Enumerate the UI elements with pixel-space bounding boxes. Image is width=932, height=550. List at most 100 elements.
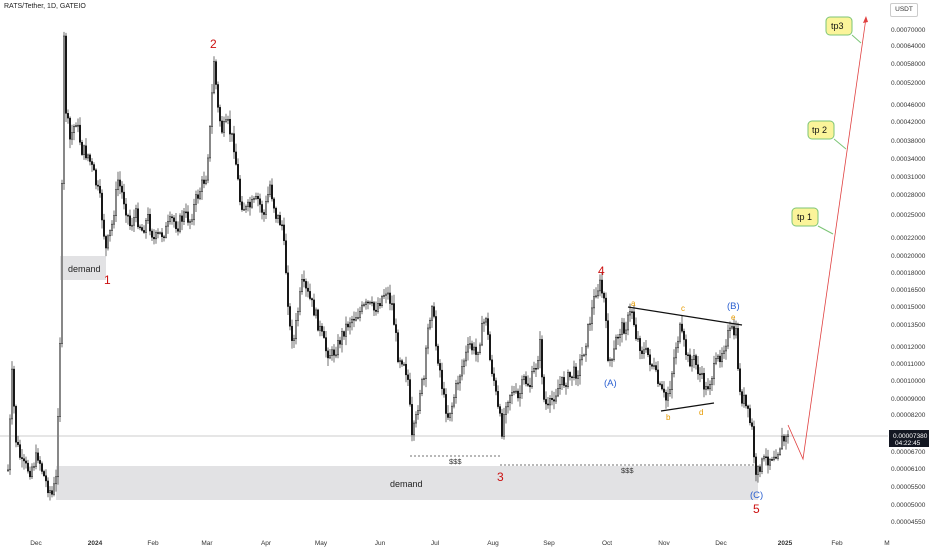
candle-body: [687, 354, 689, 357]
candle-body: [447, 413, 449, 418]
candle-body: [457, 382, 459, 385]
candle-body: [219, 107, 221, 122]
candle-body: [93, 164, 95, 171]
candle-body: [251, 199, 253, 208]
candle-body: [311, 298, 313, 301]
candle-body: [425, 347, 427, 379]
price-axis[interactable]: 0.00070000 0.00064000 0.00058000 0.00052000…: [891, 27, 926, 526]
candle-body: [221, 120, 223, 133]
candle-body: [329, 355, 331, 359]
candle-body: [373, 302, 375, 311]
target-tp2[interactable]: tp 2: [807, 120, 847, 150]
candle-body: [729, 327, 731, 331]
candle-body: [703, 372, 705, 390]
candle-body: [737, 328, 739, 369]
candle-body: [589, 323, 591, 326]
demand-label-upper: demand: [68, 264, 101, 274]
candle-body: [667, 393, 669, 401]
candle-body: [655, 365, 657, 371]
candle-body: [359, 310, 361, 318]
candle-body: [71, 132, 73, 140]
target-tp1[interactable]: tp 1: [791, 207, 834, 235]
candle-body: [561, 377, 563, 385]
candle-body: [599, 279, 601, 292]
candle-body: [551, 398, 553, 400]
candle-body: [25, 460, 27, 464]
currency-button[interactable]: USDT: [890, 3, 918, 17]
candle-body: [505, 406, 507, 415]
candle-body: [421, 379, 423, 394]
candle-body: [347, 323, 349, 328]
wave-label-c: c: [681, 304, 685, 313]
candle-body: [281, 224, 283, 227]
candle-body: [593, 296, 595, 309]
candle-body: [161, 232, 163, 237]
candle-body: [511, 392, 513, 397]
current-price-value: 0.00007380: [893, 433, 928, 440]
candle-body: [211, 92, 213, 127]
candle-body: [59, 343, 61, 417]
price-tick-label: 0.00011000: [891, 361, 925, 368]
candle-body: [109, 230, 111, 237]
candle-body: [361, 304, 363, 312]
candle-body: [719, 355, 721, 363]
candle-body: [153, 237, 155, 240]
candle-body: [75, 125, 77, 127]
price-tick-label: 0.00012000: [891, 344, 926, 351]
candle-body: [131, 224, 133, 227]
current-price-countdown: 04:22:45: [895, 440, 921, 447]
candle-body: [749, 408, 751, 424]
candle-body: [469, 343, 471, 345]
candle-body: [445, 394, 447, 414]
candle-body: [393, 303, 395, 325]
wave-label-C: (C): [750, 490, 763, 501]
candle-body: [275, 207, 277, 219]
candle-body: [187, 211, 189, 223]
candle-body: [559, 384, 561, 389]
candle-body: [141, 227, 143, 231]
candle-body: [455, 383, 457, 398]
liquidity-label-1: $$$: [449, 457, 462, 466]
candle-body: [617, 336, 619, 339]
wave-label-b: b: [666, 413, 671, 422]
candle-body: [119, 179, 121, 187]
candle-body: [697, 364, 699, 375]
candle-body: [195, 194, 197, 205]
candle-body: [61, 183, 63, 344]
candle-body: [513, 390, 515, 393]
candle-body: [229, 118, 231, 135]
candle-body: [613, 348, 615, 360]
candle-body: [389, 292, 391, 304]
candle-body: [651, 364, 653, 367]
candle-body: [657, 369, 659, 384]
candle-body: [569, 372, 571, 378]
candle-body: [383, 295, 385, 297]
candle-body: [705, 386, 707, 390]
candle-body: [125, 203, 127, 216]
candle-body: [731, 326, 733, 329]
price-tick-label: 0.00038000: [891, 138, 926, 145]
candle-body: [349, 322, 351, 328]
time-axis[interactable]: Dec 2024 Feb Mar Apr May Jun Jul Aug Sep Oct Nov Dec…: [30, 540, 889, 547]
candle-body: [531, 371, 533, 388]
candle-body: [173, 217, 175, 222]
candle-body: [423, 378, 425, 380]
target-tp3[interactable]: tp3: [825, 16, 862, 44]
time-tick-label: 2025: [778, 540, 793, 547]
candle-body: [339, 340, 341, 345]
candle-body: [645, 347, 647, 351]
candle-body: [49, 490, 51, 494]
candle-body: [317, 309, 319, 331]
candle-body: [123, 191, 125, 205]
price-tick-label: 0.00034000: [891, 156, 926, 163]
candle-body: [103, 219, 105, 237]
candle-body: [397, 332, 399, 363]
candle-body: [755, 456, 757, 475]
candle-body: [127, 214, 129, 217]
candle-body: [533, 368, 535, 372]
candle-body: [461, 366, 463, 377]
candle-body: [277, 215, 279, 219]
candle-body: [577, 375, 579, 379]
